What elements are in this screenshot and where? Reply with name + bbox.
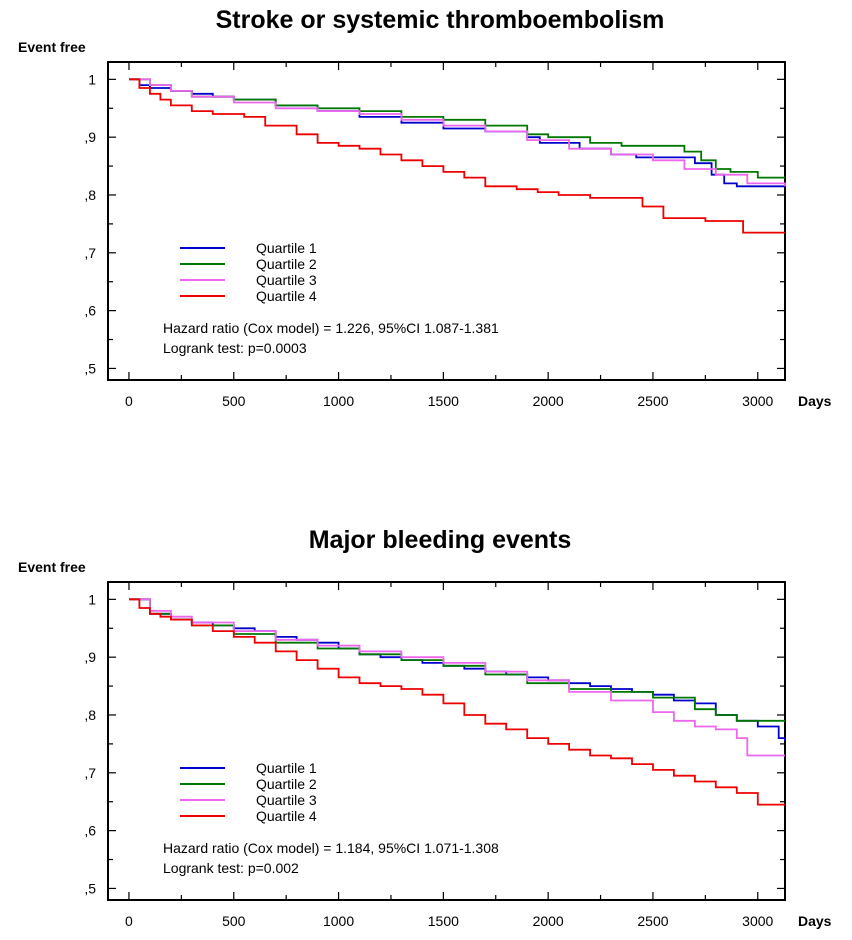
legend-label-1: Quartile 1 <box>256 760 317 776</box>
legend-label-3: Quartile 3 <box>256 272 317 288</box>
series-line-3 <box>129 78 786 187</box>
y-tick-label: ,7 <box>84 245 96 261</box>
x-tick-label: 2500 <box>637 913 668 929</box>
x-tick-label: 1000 <box>323 393 354 409</box>
chart-panel-bleeding: Major bleeding events Event free ,5 ,6 ,7 ,8,… <box>0 520 852 940</box>
legend-label-2: Quartile 2 <box>256 256 317 272</box>
series-line-1 <box>129 598 786 741</box>
y-tick-label: ,9 <box>84 649 96 665</box>
x-tick-label: 2000 <box>533 393 564 409</box>
legend-label-4: Quartile 4 <box>256 288 317 304</box>
annotation-2: Logrank test: p=0.0003 <box>163 340 307 356</box>
series-line-4 <box>129 78 785 234</box>
annotation-1: Hazard ratio (Cox model) = 1.184, 95%CI … <box>163 840 499 856</box>
x-tick-label: 1500 <box>428 393 459 409</box>
x-tick-label: 3000 <box>742 393 773 409</box>
x-tick-label: 2500 <box>637 393 668 409</box>
annotation-2: Logrank test: p=0.002 <box>163 860 299 876</box>
x-tick-label: 3000 <box>742 913 773 929</box>
legend-label-1: Quartile 1 <box>256 240 317 256</box>
series-line-4 <box>129 598 785 806</box>
y-tick-label: ,5 <box>84 880 96 896</box>
series-line-1 <box>129 78 785 188</box>
y-tick-label: 1 <box>88 591 96 607</box>
y-tick-label: ,6 <box>84 823 96 839</box>
x-tick-label: 500 <box>222 393 246 409</box>
y-tick-label: ,8 <box>84 187 96 203</box>
y-axis-label: Event free <box>18 559 86 575</box>
legend-label-3: Quartile 3 <box>256 792 317 808</box>
stroke-chart: Stroke or systemic thromboembolism Event … <box>18 6 832 409</box>
x-tick-label: 500 <box>222 913 246 929</box>
y-tick-label: ,8 <box>84 707 96 723</box>
x-tick-label: 1000 <box>323 913 354 929</box>
chart-title: Stroke or systemic thromboembolism <box>216 6 665 34</box>
bleeding-chart: Major bleeding events Event free ,5 ,6 ,7 ,8,… <box>18 526 832 929</box>
x-tick-label: 0 <box>125 393 133 409</box>
y-tick-label: ,5 <box>84 360 96 376</box>
x-axis-label: Days <box>798 393 832 409</box>
y-tick-label: ,9 <box>84 129 96 145</box>
series-line-3 <box>129 598 785 757</box>
x-tick-label: 1500 <box>428 913 459 929</box>
annotation-1: Hazard ratio (Cox model) = 1.226, 95%CI … <box>163 320 499 336</box>
x-axis-label: Days <box>798 913 832 929</box>
x-tick-label: 0 <box>125 913 133 929</box>
x-tick-label: 2000 <box>533 913 564 929</box>
y-tick-label: 1 <box>88 71 96 87</box>
legend-label-2: Quartile 2 <box>256 776 317 792</box>
chart-panel-stroke: Stroke or systemic thromboembolism Event … <box>0 0 852 420</box>
y-axis-label: Event free <box>18 39 86 55</box>
plot-frame <box>107 61 786 381</box>
chart-title: Major bleeding events <box>309 526 572 554</box>
legend-label-4: Quartile 4 <box>256 808 317 824</box>
y-tick-label: ,6 <box>84 303 96 319</box>
y-tick-label: ,7 <box>84 765 96 781</box>
